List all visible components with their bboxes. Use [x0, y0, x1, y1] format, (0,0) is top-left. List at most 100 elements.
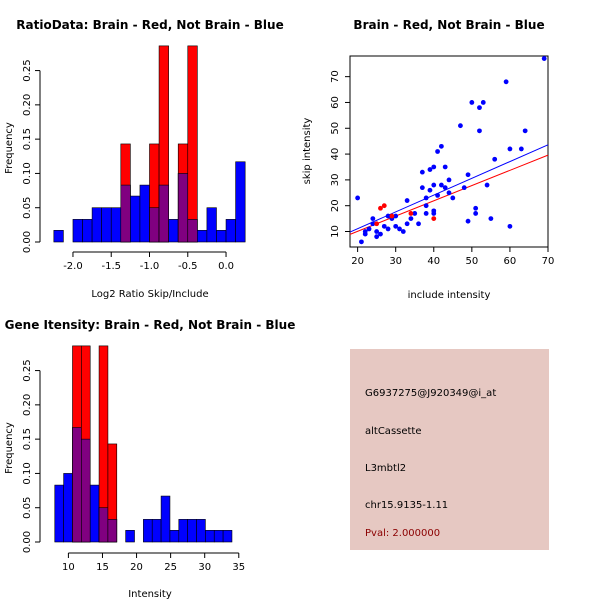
scatter-points: [355, 56, 547, 245]
ratio-bar-overlap-10: [149, 207, 160, 243]
scatter-point-blue-17: [400, 229, 406, 234]
gene-bar-notbrain-4: [89, 484, 100, 543]
gene-y-tick-label-4: 0.20: [22, 394, 33, 416]
ratio-x-tick-label-0: -2.0: [63, 261, 83, 272]
gene-bar-notbrain-12: [160, 495, 171, 543]
scatter-point-blue-14: [393, 223, 399, 229]
ratio-bar-overlap-13: [177, 173, 189, 243]
gene-bars: [54, 345, 233, 543]
gene-bar-notbrain-11: [151, 519, 162, 543]
ratio-bar-brain-14: [187, 45, 198, 243]
ratio-bar-notbrain-5: [101, 207, 112, 243]
ratio-y-axis-label: Frequency: [4, 122, 15, 174]
scatter-point-blue-23: [419, 185, 425, 191]
ratio-bar-notbrain-3: [82, 219, 93, 243]
gene-y-tick-label-1: 0.05: [22, 497, 33, 519]
scatter-point-blue-15: [393, 213, 399, 219]
scatter-point-blue-61: [541, 56, 547, 61]
scatter-point-blue-18: [404, 221, 410, 227]
scatter-point-blue-42: [450, 195, 456, 201]
scatter-point-red-4: [408, 211, 414, 216]
scatter-point-blue-25: [423, 211, 429, 216]
scatter-point-blue-53: [484, 182, 490, 188]
scatter-point-blue-26: [423, 195, 429, 201]
ratio-bar-notbrain-18: [225, 219, 236, 243]
scatter-y-tick-label-3: 40: [330, 148, 341, 161]
scatter-point-blue-48: [473, 211, 479, 216]
ratio-bar-notbrain-12: [168, 219, 179, 243]
scatter-point-blue-21: [412, 211, 418, 216]
scatter-point-blue-8: [374, 234, 380, 240]
gene-bar-notbrain-10: [143, 519, 153, 543]
gene-bar-notbrain-19: [222, 530, 233, 543]
gene-bar-notbrain-18: [213, 530, 224, 543]
scatter-point-blue-55: [492, 156, 498, 162]
scatter-point-blue-37: [438, 182, 444, 188]
gene-bar-notbrain-13: [169, 530, 180, 543]
scatter-x-tick-label-0: 20: [351, 256, 364, 267]
info-panel: G6937275@J920349@i_at altCassette L3mbtl…: [350, 349, 549, 550]
gene-x-tick-label-4: 30: [198, 562, 211, 573]
ratio-y-tick-label-3: 0.15: [22, 128, 33, 150]
gene-x-tick-label-0: 10: [62, 562, 75, 573]
info-box-background: [350, 349, 549, 550]
ratio-x-tick-label-1: -1.5: [101, 261, 121, 272]
scatter-point-blue-33: [431, 182, 437, 188]
scatter-point-blue-43: [458, 123, 463, 129]
scatter-point-blue-28: [427, 167, 433, 172]
scatter-x-tick-label-2: 40: [427, 256, 440, 267]
ratio-y-tick-label-4: 0.20: [22, 94, 33, 116]
gene-bar-overlap-3: [81, 438, 91, 543]
gene-bar-notbrain-8: [125, 530, 135, 543]
ratio-y-tick-label-0: 0.00: [22, 231, 33, 253]
gene-chart-title: Gene Itensity: Brain - Red, Not Brain - …: [5, 318, 296, 332]
gene-x-tick-label-3: 25: [164, 562, 177, 573]
scatter-point-red-3: [389, 213, 395, 219]
scatter-point-blue-51: [477, 105, 482, 111]
scatter-point-red-0: [374, 221, 380, 227]
gene-bar-notbrain-17: [205, 530, 215, 543]
scatter-point-blue-29: [427, 187, 433, 193]
ratio-bar-notbrain-15: [197, 230, 208, 243]
ratio-bar-notbrain-8: [130, 195, 141, 243]
scatter-point-blue-35: [435, 192, 440, 198]
scatter-x-tick-label-4: 60: [504, 256, 517, 267]
gene-y-tick-label-0: 0.00: [22, 531, 33, 553]
scatter-point-blue-34: [435, 149, 440, 154]
scatter-point-blue-60: [522, 128, 528, 134]
ratio-y-tick-label-2: 0.10: [22, 162, 33, 184]
scatter-point-blue-39: [442, 164, 448, 170]
ratio-bar-notbrain-17: [216, 230, 227, 243]
scatter-x-tick-label-5: 70: [542, 256, 555, 267]
info-probe-id: G6937275@J920349@i_at: [365, 388, 496, 399]
ratio-y-tick-label-1: 0.05: [22, 197, 33, 219]
scatter-point-blue-19: [404, 198, 410, 203]
scatter-point-blue-56: [503, 79, 509, 85]
ratio-histogram-panel: RatioData: Brain - Red, Not Brain - Blue…: [4, 18, 284, 300]
ratio-bar-notbrain-9: [139, 184, 150, 243]
scatter-point-blue-22: [416, 221, 421, 227]
scatter-point-blue-12: [385, 226, 391, 232]
ratio-x-tick-label-3: -0.5: [178, 261, 198, 272]
gene-bar-overlap-2: [72, 427, 82, 543]
scatter-point-blue-47: [469, 100, 475, 105]
scatter-point-blue-11: [385, 213, 391, 219]
scatter-y-tick-label-1: 20: [330, 199, 341, 212]
gene-bar-notbrain-15: [187, 519, 197, 543]
ratio-bar-notbrain-0: [53, 230, 64, 243]
scatter-panel: Brain - Red, Not Brain - Blue 20 30 40 50 60…: [302, 18, 554, 301]
ratio-bar-notbrain-2: [72, 219, 83, 243]
ratio-x-axis-label: Log2 Ratio Skip/Include: [91, 289, 208, 300]
gene-x-axis-label: Intensity: [128, 589, 172, 600]
gene-x-tick-label-2: 20: [130, 562, 143, 573]
info-location: chr15.9135-1.11: [365, 500, 448, 511]
scatter-point-blue-52: [480, 100, 486, 105]
gene-bar-overlap-6: [107, 519, 118, 543]
ratio-bar-overlap-7: [120, 184, 131, 243]
scatter-point-blue-36: [438, 143, 444, 149]
scatter-point-blue-38: [442, 185, 448, 191]
scatter-point-blue-0: [355, 195, 361, 201]
ratio-x-tick-label-4: 0.0: [218, 261, 234, 272]
scatter-point-blue-9: [378, 231, 383, 237]
